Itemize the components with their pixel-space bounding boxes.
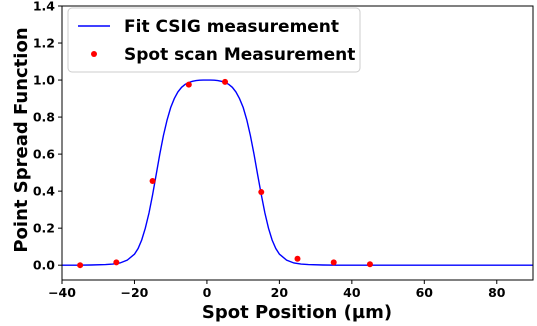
y-tick-label: 0.6 bbox=[33, 147, 55, 162]
legend-marker-scan bbox=[91, 51, 97, 57]
x-tick-label: −20 bbox=[121, 285, 149, 300]
legend-label-fit: Fit CSIG measurement bbox=[124, 17, 339, 37]
scatter-point bbox=[366, 261, 373, 268]
scatter-point bbox=[149, 177, 156, 184]
x-tick-label: 60 bbox=[416, 285, 434, 300]
y-tick-label: 0.8 bbox=[33, 110, 55, 125]
series-line-fit bbox=[62, 79, 533, 266]
legend-label-scan: Spot scan Measurement bbox=[124, 45, 355, 65]
legend-box bbox=[67, 7, 361, 73]
scatter-point bbox=[258, 189, 265, 196]
plot-marks bbox=[62, 78, 533, 269]
scatter-point bbox=[185, 81, 192, 88]
scatter-point bbox=[330, 259, 337, 266]
y-tick-label: 0.4 bbox=[33, 184, 55, 199]
y-tick-label: 0.2 bbox=[33, 221, 55, 236]
x-tick-label: 80 bbox=[488, 285, 506, 300]
y-tick-label: 1.4 bbox=[33, 0, 55, 14]
x-tick-label: −40 bbox=[48, 285, 76, 300]
legend: Fit CSIG measurement Spot scan Measureme… bbox=[67, 7, 361, 73]
y-tick-label: 1.0 bbox=[33, 73, 55, 88]
x-axis-ticks: −40 −20 0 20 40 60 80 bbox=[48, 280, 506, 300]
x-tick-label: 0 bbox=[203, 285, 212, 300]
x-axis-label: Spot Position (µm) bbox=[202, 302, 392, 323]
y-axis-ticks: 0.0 0.2 0.4 0.6 0.8 1.0 1.2 1.4 bbox=[33, 0, 62, 273]
x-tick-label: 40 bbox=[343, 285, 361, 300]
y-axis-label: Point Spread Function bbox=[11, 27, 32, 252]
scatter-point bbox=[77, 262, 84, 269]
plot-frame bbox=[61, 5, 534, 281]
x-tick-label: 20 bbox=[271, 285, 289, 300]
scatter-point bbox=[113, 259, 120, 266]
scatter-point bbox=[222, 78, 229, 85]
y-tick-label: 1.2 bbox=[33, 36, 55, 51]
scatter-point bbox=[294, 255, 301, 262]
y-tick-label: 0.0 bbox=[33, 258, 55, 273]
